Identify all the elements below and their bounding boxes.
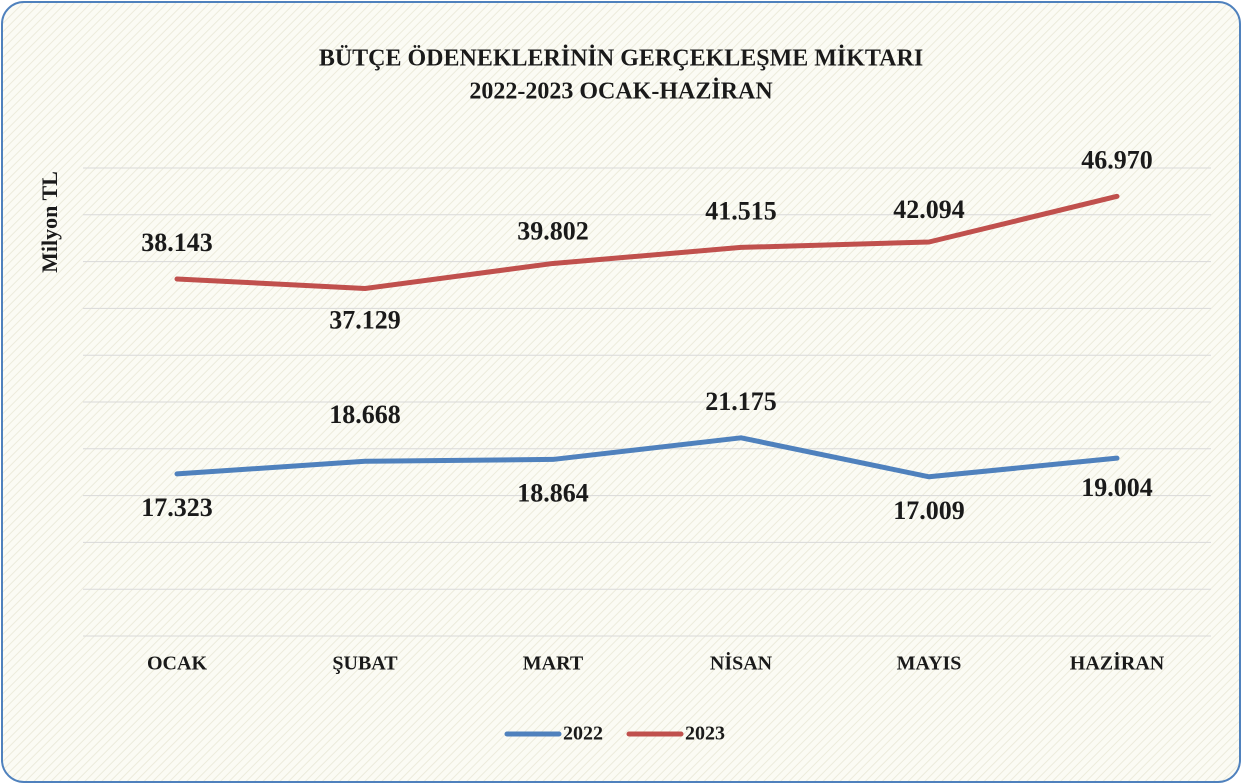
data-label: 42.094 — [893, 195, 965, 224]
data-label: 19.004 — [1081, 473, 1153, 502]
data-label: 17.009 — [893, 496, 965, 525]
data-label: 41.515 — [705, 196, 777, 225]
data-label: 46.970 — [1081, 145, 1153, 174]
x-tick-label: MAYIS — [897, 653, 962, 675]
x-tick-label: MART — [523, 653, 584, 675]
x-tick-label: HAZİRAN — [1070, 651, 1165, 675]
data-label: 21.175 — [705, 387, 777, 416]
data-label: 38.143 — [141, 228, 213, 257]
data-label: 37.129 — [329, 305, 401, 334]
data-label: 39.802 — [517, 216, 589, 245]
line-series — [174, 435, 1120, 480]
line-series — [174, 193, 1120, 291]
x-tick-label: NİSAN — [710, 651, 773, 675]
data-label: 18.668 — [329, 400, 401, 429]
chart-subtitle: 2022-2023 OCAK-HAZİRAN — [469, 79, 773, 105]
legend-label: 2023 — [685, 723, 725, 745]
x-tick-label: OCAK — [147, 653, 207, 675]
chart-title: BÜTÇE ÖDENEKLERİNİN GERÇEKLEŞME MİKTARI — [319, 46, 923, 72]
x-tick-label: ŞUBAT — [332, 653, 398, 675]
legend-label: 2022 — [563, 723, 603, 745]
data-label: 18.864 — [517, 478, 589, 507]
data-label: 17.323 — [141, 493, 213, 522]
y-axis-label: Milyon TL — [37, 171, 62, 273]
